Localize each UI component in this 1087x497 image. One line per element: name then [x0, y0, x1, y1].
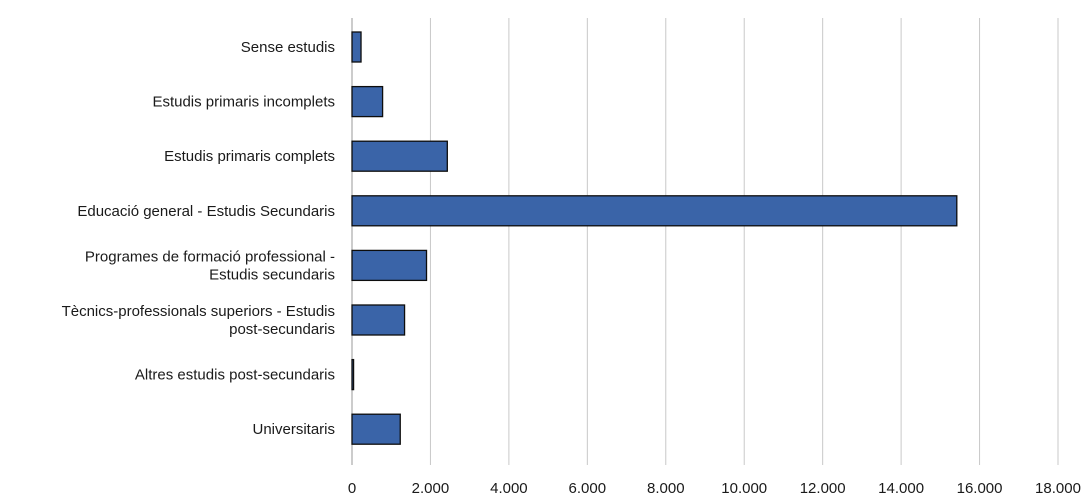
category-label: Tècnics-professionals superiors - Estudi…: [62, 303, 335, 338]
x-tick-labels: 0 2.000 4.000 6.000 8.000 10.000 12.000 14.000 1…: [348, 480, 1081, 497]
category-label: Altres estudis post-secundaris: [135, 367, 335, 384]
bar: [351, 195, 958, 227]
x-tick-label: 0: [348, 480, 356, 497]
bar: [351, 304, 406, 336]
category-label-line: Estudis primaris complets: [164, 148, 335, 165]
category-label: Estudis primaris incomplets: [152, 94, 335, 111]
bars: [351, 31, 958, 445]
gridlines: [351, 18, 1059, 465]
x-tick-label: 18.000: [1035, 480, 1081, 497]
bar: [351, 31, 362, 63]
category-label-line: Tècnics-professionals superiors - Estudi…: [62, 303, 335, 320]
bar: [351, 358, 355, 391]
category-label-line: Estudis secundaris: [209, 266, 335, 283]
category-label: Educació general - Estudis Secundaris: [77, 203, 335, 220]
category-label: Sense estudis: [241, 39, 335, 56]
x-tick-label: 14.000: [878, 480, 924, 497]
x-tick-label: 12.000: [800, 480, 846, 497]
x-tick-label: 16.000: [957, 480, 1003, 497]
category-label-line: Universitaris: [252, 421, 335, 438]
category-label: Universitaris: [252, 421, 335, 438]
category-label-line: Educació general - Estudis Secundaris: [77, 203, 335, 220]
category-label-line: Programes de formació professional -: [85, 248, 335, 265]
x-tick-label: 6.000: [569, 480, 607, 497]
bar: [351, 413, 401, 445]
x-tick-label: 10.000: [721, 480, 767, 497]
x-tick-label: 2.000: [412, 480, 450, 497]
x-tick-label: 4.000: [490, 480, 528, 497]
bar: [351, 140, 448, 172]
category-label-line: Altres estudis post-secundaris: [135, 367, 335, 384]
bar: [351, 85, 384, 118]
category-label-line: post-secundaris: [229, 321, 335, 338]
category-label: Programes de formació professional -Estu…: [85, 248, 335, 283]
category-label: Estudis primaris complets: [164, 148, 335, 165]
bar: [351, 249, 428, 282]
category-labels: Sense estudis Estudis primaris incomplets…: [62, 39, 335, 438]
category-label-line: Estudis primaris incomplets: [152, 94, 335, 111]
category-label-line: Sense estudis: [241, 39, 335, 56]
x-tick-label: 8.000: [647, 480, 685, 497]
